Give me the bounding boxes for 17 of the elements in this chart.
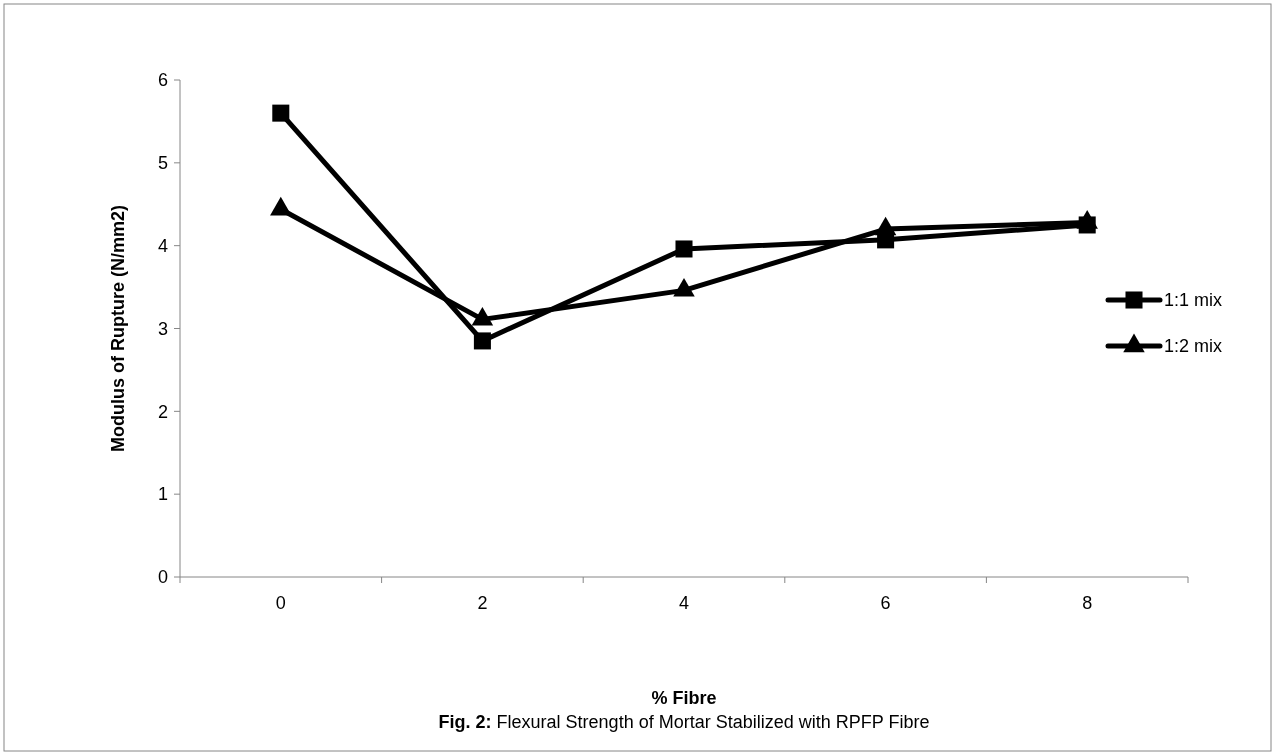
x-tick-label: 0 <box>275 593 286 613</box>
y-axis-title: Modulus of Rupture (N/mm2) <box>108 205 128 452</box>
y-tick-label: 0 <box>157 567 168 588</box>
legend-label: 1:1 mix <box>1164 290 1223 311</box>
legend-label: 1:2 mix <box>1164 336 1223 357</box>
text: Fig. 2: Flexural Strength of Mortar Stabilized with RPFP Fibre <box>438 712 930 732</box>
x-tick-label: 6 <box>880 593 891 613</box>
y-tick-label: 5 <box>157 153 168 174</box>
x-tick-label: 8 <box>1082 593 1093 613</box>
y-tick-label: 1 <box>157 484 168 505</box>
x-tick-label: 4 <box>678 593 690 613</box>
x-axis-title: % Fibre <box>651 688 717 708</box>
y-tick-label: 2 <box>157 401 168 422</box>
x-tick-label: 2 <box>477 593 488 613</box>
y-tick-label: 4 <box>157 235 168 256</box>
y-tick-label: 6 <box>157 70 168 91</box>
y-tick-label: 3 <box>157 318 168 339</box>
